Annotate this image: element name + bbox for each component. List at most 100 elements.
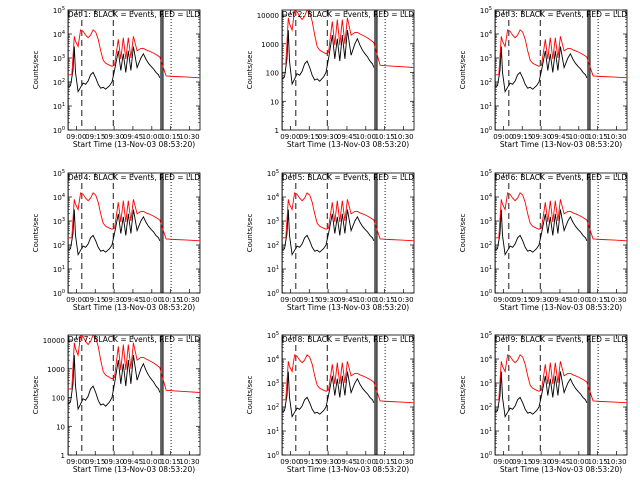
x-tick-label: 09:15 <box>512 458 532 466</box>
y-tick-label: 1 <box>275 127 279 135</box>
plot-data <box>495 335 627 455</box>
y-tick-label: 101 <box>267 265 279 274</box>
y-axis-label: Counts/sec <box>246 51 254 90</box>
detector-panel-6: 10010110210310410509:0009:1509:3009:4510… <box>459 169 628 312</box>
events-series-line <box>68 209 161 256</box>
y-tick-label: 102 <box>267 241 279 250</box>
x-tick-label: 10:30 <box>606 133 626 141</box>
x-tick-label: 09:45 <box>550 458 570 466</box>
x-tick-label: 10:15 <box>161 133 181 141</box>
y-tick-label: 104 <box>480 193 492 202</box>
y-tick-label: 103 <box>480 379 492 388</box>
y-tick-label: 10000 <box>43 337 65 345</box>
x-tick-label: 10:30 <box>393 296 413 304</box>
detector-panel-9: 10010110210310410509:0009:1509:3009:4510… <box>459 331 628 474</box>
y-tick-label: 1 <box>61 452 65 460</box>
y-tick-label: 102 <box>480 241 492 250</box>
x-tick-label: 09:00 <box>493 296 513 304</box>
y-tick-label: 105 <box>53 169 65 178</box>
plot-data <box>68 10 200 130</box>
plot-frame <box>494 172 628 294</box>
y-tick-label: 104 <box>53 193 65 202</box>
x-axis-label: Start Time (13-Nov-03 08:53:20) <box>287 465 409 474</box>
y-tick-label: 1000 <box>261 41 279 49</box>
x-tick-label: 09:45 <box>337 133 357 141</box>
x-tick-label: 10:15 <box>375 296 395 304</box>
y-tick-label: 100 <box>480 451 492 460</box>
plot-frame <box>494 9 628 131</box>
y-axis-label: Counts/sec <box>32 51 40 90</box>
y-axis-label: Counts/sec <box>459 376 467 415</box>
y-tick-label: 105 <box>480 331 492 340</box>
detector-panel-8: 10010110210310410509:0009:1509:3009:4510… <box>246 331 415 474</box>
plot-frame <box>494 334 628 456</box>
y-tick-label: 102 <box>480 78 492 87</box>
plot-data <box>282 335 414 455</box>
detector-panel-1: 10010110210310410509:0009:1509:3009:4510… <box>32 6 201 149</box>
y-tick-label: 100 <box>53 126 65 135</box>
y-tick-label: 102 <box>53 241 65 250</box>
x-tick-label: 10:15 <box>588 133 608 141</box>
lld-series-line <box>282 192 414 242</box>
plot-data <box>495 10 627 130</box>
x-tick-label: 09:30 <box>318 458 338 466</box>
x-axis-label: Start Time (13-Nov-03 08:53:20) <box>500 465 622 474</box>
x-tick-label: 09:15 <box>299 296 319 304</box>
x-tick-label: 09:15 <box>299 133 319 141</box>
x-tick-label: 10:30 <box>606 296 626 304</box>
detector-panel-2: 1 10 100 1000 10000 09:0009:1509:3009:4510:00… <box>246 9 415 149</box>
lld-series-line <box>68 335 200 393</box>
x-tick-label: 10:15 <box>161 296 181 304</box>
y-tick-label: 105 <box>480 6 492 15</box>
y-tick-label: 1000 <box>47 366 65 374</box>
y-tick-label: 103 <box>480 217 492 226</box>
x-tick-label: 09:15 <box>512 133 532 141</box>
y-axis-label: Counts/sec <box>32 214 40 253</box>
x-tick-label: 10:00 <box>569 296 589 304</box>
x-axis-label: Start Time (13-Nov-03 08:53:20) <box>73 303 195 312</box>
x-axis-label: Start Time (13-Nov-03 08:53:20) <box>500 140 622 149</box>
x-tick-label: 09:45 <box>550 296 570 304</box>
y-tick-label: 101 <box>267 427 279 436</box>
x-tick-label: 09:30 <box>531 296 551 304</box>
y-axis-label: Counts/sec <box>459 214 467 253</box>
lld-series-line <box>282 354 414 404</box>
y-tick-label: 102 <box>267 403 279 412</box>
panel-title: Det 7: BLACK = Events, RED = LLD <box>68 335 200 344</box>
events-series-line <box>495 371 588 418</box>
lld-series-line <box>68 29 200 79</box>
y-tick-label: 101 <box>480 265 492 274</box>
events-series-line <box>68 355 161 411</box>
x-tick-label: 09:45 <box>123 133 143 141</box>
y-axis-label: Counts/sec <box>246 376 254 415</box>
x-tick-label: 09:15 <box>512 296 532 304</box>
panel-title: Det 3: BLACK = Events, RED = LLD <box>495 10 627 19</box>
plot-data <box>282 173 414 293</box>
events-series-line <box>68 46 161 93</box>
plot-data <box>68 173 200 293</box>
y-tick-label: 100 <box>266 70 279 78</box>
x-tick-label: 09:45 <box>337 296 357 304</box>
lld-series-line <box>495 192 627 242</box>
x-tick-label: 10:15 <box>375 458 395 466</box>
plot-frame <box>281 172 415 294</box>
panel-title: Det 9: BLACK = Events, RED = LLD <box>495 335 627 344</box>
y-tick-label: 102 <box>53 78 65 87</box>
y-tick-label: 105 <box>53 6 65 15</box>
x-tick-label: 09:00 <box>66 133 86 141</box>
x-tick-label: 09:45 <box>337 458 357 466</box>
y-tick-label: 101 <box>480 102 492 111</box>
y-tick-label: 10 <box>56 423 65 431</box>
lld-series-line <box>282 10 414 68</box>
y-tick-label: 105 <box>480 169 492 178</box>
y-tick-label: 104 <box>480 355 492 364</box>
detector-panel-7: 1 10 100 1000 10000 09:0009:1509:3009:4510:00… <box>32 334 201 474</box>
y-tick-label: 103 <box>480 54 492 63</box>
detector-panel-4: 10010110210310410509:0009:1509:3009:4510… <box>32 169 201 312</box>
y-tick-label: 101 <box>480 427 492 436</box>
x-tick-label: 10:00 <box>142 296 162 304</box>
x-tick-label: 09:30 <box>318 133 338 141</box>
x-tick-label: 09:15 <box>85 133 105 141</box>
y-axis-label: Counts/sec <box>246 214 254 253</box>
